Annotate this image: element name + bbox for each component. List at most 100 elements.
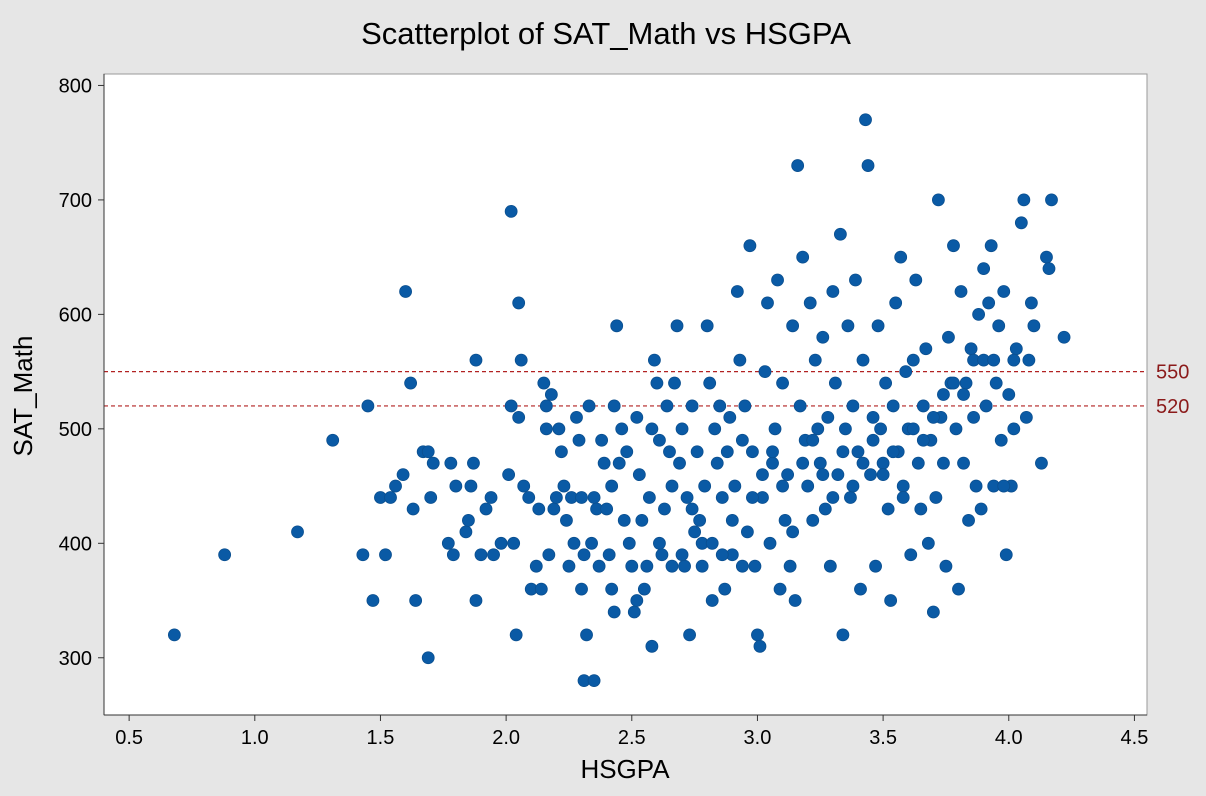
data-point — [874, 422, 887, 436]
data-point — [361, 399, 375, 413]
data-point — [937, 388, 950, 401]
data-point — [906, 422, 920, 436]
data-point — [512, 410, 526, 424]
data-point — [708, 422, 722, 436]
data-point — [773, 582, 787, 596]
data-point — [806, 433, 820, 447]
data-point — [660, 399, 674, 413]
data-point — [562, 559, 576, 573]
x-tick-label: 3.0 — [744, 727, 772, 749]
y-axis-label: SAT_Math — [8, 336, 38, 457]
data-point — [648, 353, 661, 367]
data-point — [859, 113, 872, 127]
data-point — [577, 548, 591, 562]
data-point — [962, 514, 975, 527]
x-axis-label: HSGPA — [580, 754, 670, 784]
data-point — [816, 330, 830, 344]
data-point — [479, 502, 493, 516]
data-point — [1017, 193, 1031, 207]
data-point — [957, 456, 970, 470]
data-point — [555, 445, 568, 459]
data-point — [846, 399, 860, 413]
data-point — [695, 559, 709, 573]
data-point — [904, 548, 918, 562]
x-tick-label: 2.0 — [492, 727, 520, 749]
data-point — [685, 502, 699, 516]
data-point — [1024, 296, 1038, 310]
data-point — [469, 594, 483, 607]
data-point — [823, 559, 837, 573]
data-point — [886, 399, 900, 413]
data-point — [218, 548, 232, 562]
data-point — [926, 410, 940, 424]
data-point — [746, 445, 759, 459]
data-point — [567, 536, 581, 550]
y-tick-label: 500 — [59, 419, 92, 441]
data-point — [989, 376, 1003, 390]
data-point — [635, 514, 649, 527]
data-point — [645, 422, 659, 436]
data-point — [675, 548, 689, 562]
data-point — [693, 514, 707, 527]
data-point — [675, 422, 689, 436]
data-point — [876, 456, 890, 470]
data-point — [582, 399, 596, 413]
data-point — [539, 399, 553, 413]
x-tick-label: 2.5 — [618, 727, 646, 749]
data-point — [627, 605, 641, 619]
data-point — [630, 594, 644, 607]
data-point — [947, 376, 960, 390]
data-point — [869, 559, 882, 573]
data-point — [469, 353, 483, 367]
data-point — [539, 422, 553, 436]
data-point — [967, 410, 980, 424]
data-point — [655, 548, 669, 562]
data-point — [653, 536, 666, 550]
data-point — [703, 376, 717, 390]
data-point — [811, 422, 825, 436]
data-point — [1009, 342, 1023, 356]
data-point — [685, 399, 699, 413]
data-point — [972, 307, 986, 321]
data-point — [507, 536, 521, 550]
data-point — [607, 399, 621, 413]
data-point — [379, 548, 392, 562]
data-point — [879, 376, 893, 390]
y-tick-label: 600 — [59, 304, 92, 326]
data-point — [1057, 330, 1071, 344]
data-point — [449, 479, 463, 493]
data-point — [753, 639, 767, 653]
data-point — [484, 491, 498, 504]
data-point — [808, 353, 822, 367]
data-point — [560, 514, 573, 527]
data-point — [552, 422, 566, 436]
data-point — [959, 376, 973, 390]
data-point — [487, 548, 500, 562]
x-tick-label: 1.0 — [241, 727, 269, 749]
data-point — [886, 445, 900, 459]
data-point — [665, 559, 679, 573]
data-point — [911, 456, 925, 470]
data-point — [854, 582, 867, 596]
data-point — [517, 479, 531, 493]
data-point — [620, 445, 634, 459]
data-point — [821, 410, 835, 424]
data-point — [512, 296, 526, 310]
data-point — [504, 399, 518, 413]
data-point — [889, 296, 903, 310]
data-point — [866, 410, 880, 424]
data-point — [426, 456, 440, 470]
data-point — [658, 502, 671, 516]
data-point — [793, 399, 807, 413]
data-point — [612, 456, 626, 470]
data-point — [818, 502, 832, 516]
data-point — [896, 479, 910, 493]
data-point — [947, 239, 960, 253]
data-point — [766, 456, 779, 470]
data-point — [783, 559, 797, 573]
data-point — [992, 319, 1006, 333]
data-point — [570, 410, 583, 424]
data-point — [549, 491, 563, 504]
data-point — [846, 479, 860, 493]
